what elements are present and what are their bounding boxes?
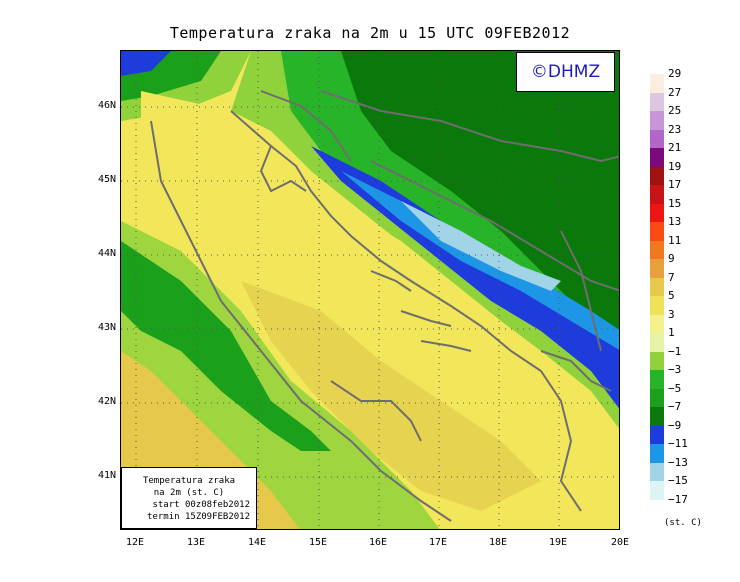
legend-label: −15 xyxy=(668,474,688,487)
balkan-dark-green xyxy=(341,51,619,349)
legend-label: 5 xyxy=(668,289,675,302)
lat-lon-grid xyxy=(121,51,619,529)
legend-label: −5 xyxy=(668,381,682,395)
legend-swatch xyxy=(650,314,664,334)
legend-swatch xyxy=(650,222,664,241)
legend-swatch xyxy=(650,388,664,408)
legend-swatch xyxy=(650,444,664,463)
legend-swatch xyxy=(650,240,664,260)
legend-label: 17 xyxy=(668,178,682,191)
temperature-map xyxy=(120,50,620,530)
legend-swatch xyxy=(650,481,664,500)
lon-label-20e: 20E xyxy=(610,537,630,548)
dhmz-logo: ©DHMZ xyxy=(516,52,615,92)
legend-swatch xyxy=(650,166,664,186)
legend-label: 21 xyxy=(668,141,682,154)
border-montenegro xyxy=(540,350,612,392)
lon-label-17e: 17E xyxy=(428,537,448,548)
info-line-1: Temperatura zraka xyxy=(142,476,236,486)
legend-swatch xyxy=(650,425,664,445)
lon-label-16e: 16E xyxy=(368,537,388,548)
northwest-blue xyxy=(121,51,171,76)
legend-label: 25 xyxy=(668,104,682,117)
legend-swatch xyxy=(650,203,664,223)
legend-unit: (st. C) xyxy=(664,518,702,528)
legend-label: −7 xyxy=(668,400,682,413)
legend-swatch xyxy=(650,129,664,149)
adriatic-central xyxy=(241,281,541,511)
island-3 xyxy=(420,340,472,352)
legend-label: −13 xyxy=(668,455,688,469)
lon-label-15e: 15E xyxy=(308,537,328,548)
border-bosnia xyxy=(370,160,619,292)
border-north xyxy=(320,90,619,163)
lon-label-18e: 18E xyxy=(488,537,508,548)
legend-swatch xyxy=(650,462,664,482)
legend-swatch xyxy=(650,333,664,352)
lat-label-42n: 42N xyxy=(97,396,116,407)
lat-label-46n: 46N xyxy=(97,100,116,111)
legend-label: 13 xyxy=(668,215,682,228)
legend-label: 9 xyxy=(668,252,675,265)
legend-swatch xyxy=(650,74,664,93)
legend-label: 29 xyxy=(668,67,682,80)
island-1 xyxy=(370,270,412,292)
legend-label: −9 xyxy=(668,418,682,432)
lon-label-13e: 13E xyxy=(186,537,206,548)
legend-label: 3 xyxy=(668,307,675,321)
legend-swatch xyxy=(650,407,664,426)
balkan-cold-core xyxy=(401,201,561,291)
legend-label: 15 xyxy=(668,196,682,210)
legend-label: −1 xyxy=(668,344,682,358)
legend-label: 27 xyxy=(668,85,682,99)
croatia-coastline xyxy=(230,110,542,372)
italy-dark-green xyxy=(121,241,331,451)
lat-label-41n: 41N xyxy=(97,470,116,481)
legend-label: −11 xyxy=(668,437,688,450)
info-line-2: na 2m (st. C) xyxy=(153,488,225,498)
legend-label: 11 xyxy=(668,233,682,247)
lon-label-19e: 19E xyxy=(548,537,568,548)
gargano-coastline xyxy=(330,380,422,442)
legend-label: −3 xyxy=(668,363,682,376)
legend-swatch xyxy=(650,259,664,278)
legend-label: 19 xyxy=(668,159,682,173)
legend-swatch xyxy=(650,296,664,315)
island-2 xyxy=(400,310,452,327)
legend-swatch xyxy=(650,351,664,371)
legend-swatch xyxy=(650,148,664,167)
istria-coastline xyxy=(259,145,307,193)
legend-swatch xyxy=(650,111,664,130)
info-line-3: start 00z08feb2012 xyxy=(152,500,250,510)
italy-coastline xyxy=(150,120,452,522)
albania-coastline xyxy=(540,370,582,512)
balkan-blue-band xyxy=(311,146,619,409)
info-line-4: termin 15Z09FEB2012 xyxy=(147,512,250,522)
temperature-field xyxy=(121,51,619,529)
lat-label-43n: 43N xyxy=(97,322,116,333)
lat-label-44n: 44N xyxy=(97,248,116,259)
lat-label-45n: 45N xyxy=(97,174,116,185)
legend-label: 23 xyxy=(668,122,682,136)
legend-label: −17 xyxy=(668,492,688,506)
lon-label-14e: 14E xyxy=(247,537,267,548)
lon-label-12e: 12E xyxy=(125,537,145,548)
adriatic-sea xyxy=(141,91,601,529)
legend-swatch xyxy=(650,185,664,204)
info-box: Temperatura zraka na 2m (st. C) start 00… xyxy=(121,467,257,529)
border-slovenia xyxy=(260,90,352,162)
legend-swatch xyxy=(650,92,664,112)
border-east xyxy=(560,230,602,352)
legend-label: 7 xyxy=(668,270,675,284)
legend-swatch xyxy=(650,370,664,389)
chart-title: Temperatura zraka na 2m u 15 UTC 09FEB20… xyxy=(169,24,571,42)
legend-swatch xyxy=(650,277,664,297)
legend-label: 1 xyxy=(668,326,675,339)
